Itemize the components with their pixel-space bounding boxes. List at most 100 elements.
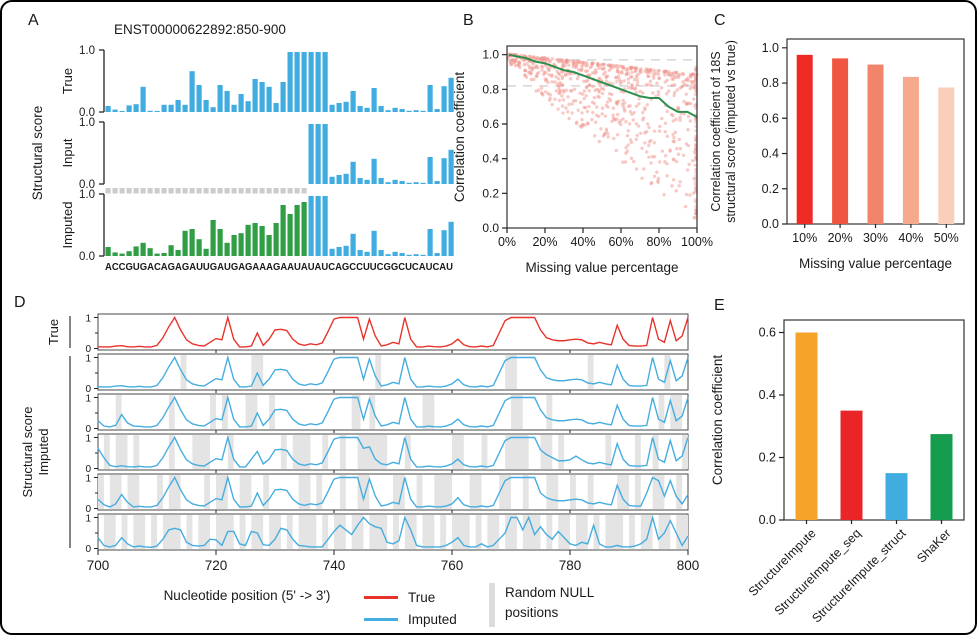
b-plot xyxy=(506,45,699,229)
b-axes: 1.0 0.8 0.6 0.4 0.2 0.00% 20% 40% 60% 80% 100%Miss… xyxy=(452,48,713,275)
svg-text:40%: 40% xyxy=(898,231,923,245)
d-track-5-imputed: 10 xyxy=(85,513,689,555)
svg-text:Imputed: Imputed xyxy=(60,202,75,249)
svg-text:1: 1 xyxy=(85,394,91,405)
svg-text:0.0: 0.0 xyxy=(759,513,776,527)
d-null-bands xyxy=(103,435,688,469)
d-track-3-imputed: 10 xyxy=(85,433,689,475)
svg-text:20%: 20% xyxy=(828,231,853,245)
svg-text:0.2: 0.2 xyxy=(762,182,779,196)
svg-text:0: 0 xyxy=(85,344,91,355)
d-null-bands xyxy=(103,515,688,549)
svg-text:700: 700 xyxy=(87,558,110,573)
svg-text:True: True xyxy=(46,319,61,345)
panel-c-label: C xyxy=(714,12,726,29)
legend-true-row: True xyxy=(364,586,457,608)
svg-text:0: 0 xyxy=(85,544,91,555)
panel-d-null-legend: Random NULL positions xyxy=(489,583,630,627)
svg-text:1.0: 1.0 xyxy=(482,48,499,62)
svg-text:740: 740 xyxy=(323,558,346,573)
legend-imputed-row: Imputed xyxy=(364,608,457,630)
svg-text:0.2: 0.2 xyxy=(482,186,499,200)
c-bars xyxy=(796,54,955,224)
panel-c-chart: 1.0 0.8 0.6 0.4 0.2 0.0 10% 20% 30% 40% 50% Missing… xyxy=(709,38,965,271)
d-line xyxy=(97,514,689,548)
e-axes: 0.60.40.20.0StructureImputeStructureImpu… xyxy=(710,326,954,626)
svg-text:Correlation coefficient of 18S: Correlation coefficient of 18S xyxy=(709,51,723,211)
e-plot xyxy=(783,319,965,521)
svg-text:10%: 10% xyxy=(792,231,817,245)
null-positions-swatch xyxy=(489,583,495,627)
svg-text:0.8: 0.8 xyxy=(762,76,779,90)
svg-text:100%: 100% xyxy=(681,235,713,249)
legend-null-label: Random NULL positions xyxy=(505,585,594,621)
svg-text:structural score (imputed vs t: structural score (imputed vs true) xyxy=(724,40,738,223)
svg-text:0.0: 0.0 xyxy=(762,217,779,231)
c-plot xyxy=(786,38,965,225)
panel-a-title: ENST00000622892:850-900 xyxy=(114,22,286,37)
d-axes: 700 720 740 760 780 800 Nucleotide position (5… xyxy=(20,316,699,603)
d-line xyxy=(97,474,689,508)
svg-text:Missing value percentage: Missing value percentage xyxy=(525,260,678,275)
svg-text:20%: 20% xyxy=(532,235,557,249)
svg-text:Missing value percentage: Missing value percentage xyxy=(799,256,952,271)
d-null-bands xyxy=(115,395,683,429)
svg-text:1.0: 1.0 xyxy=(79,189,95,201)
svg-text:0.6: 0.6 xyxy=(759,326,776,340)
svg-text:1.0: 1.0 xyxy=(762,41,779,55)
svg-text:1: 1 xyxy=(85,314,91,325)
d-line xyxy=(97,354,689,388)
svg-text:0: 0 xyxy=(85,424,91,435)
svg-text:780: 780 xyxy=(559,558,582,573)
svg-text:Input: Input xyxy=(60,138,75,167)
svg-text:Imputed: Imputed xyxy=(36,429,51,476)
svg-text:0.6: 0.6 xyxy=(762,111,779,125)
svg-text:0.2: 0.2 xyxy=(759,451,776,465)
svg-text:720: 720 xyxy=(205,558,228,573)
c-axes: 1.0 0.8 0.6 0.4 0.2 0.0 10% 20% 30% 40% 50% Missing… xyxy=(709,40,959,271)
svg-text:0%: 0% xyxy=(498,235,516,249)
svg-text:30%: 30% xyxy=(863,231,888,245)
svg-text:StructureImpute_struct: StructureImpute_struct xyxy=(809,526,909,626)
svg-text:0: 0 xyxy=(85,504,91,515)
svg-text:1: 1 xyxy=(85,474,91,485)
legend-true-label: True xyxy=(408,589,436,605)
svg-text:1: 1 xyxy=(85,434,91,445)
svg-text:Correlation coefficient: Correlation coefficient xyxy=(452,72,467,203)
svg-text:60%: 60% xyxy=(608,235,633,249)
a-track-imputed: 1.0 0.0 Imputed xyxy=(60,189,454,263)
svg-text:0: 0 xyxy=(85,464,91,475)
svg-text:0.4: 0.4 xyxy=(482,152,499,166)
svg-text:1: 1 xyxy=(85,514,91,525)
panel-e-label: E xyxy=(714,297,725,314)
panel-a-chart: 1.00.0True1.00.0Input1.00.0ImputedStruct… xyxy=(30,45,454,273)
svg-text:80%: 80% xyxy=(646,235,671,249)
svg-text:760: 760 xyxy=(441,558,464,573)
svg-text:50%: 50% xyxy=(934,231,959,245)
svg-text:ShaKer: ShaKer xyxy=(914,526,953,565)
e-bars xyxy=(795,332,953,520)
d-track-4-imputed: 10 xyxy=(85,473,689,515)
svg-text:0.4: 0.4 xyxy=(759,388,776,402)
svg-text:Structural score: Structural score xyxy=(30,106,45,201)
svg-text:0.0: 0.0 xyxy=(482,221,499,235)
legend-imputed-label: Imputed xyxy=(408,611,457,627)
a-track-true: 1.0 0.0 True xyxy=(60,45,454,119)
b-trend-line xyxy=(508,53,698,118)
d-line xyxy=(97,434,689,468)
a-tracks: 1.00.0True1.00.0Input1.00.0ImputedStruct… xyxy=(30,45,454,273)
panel-b-label: B xyxy=(463,12,474,29)
svg-text:1: 1 xyxy=(85,354,91,365)
svg-text:0.0: 0.0 xyxy=(79,251,95,263)
svg-text:0.0: 0.0 xyxy=(79,107,95,119)
d-track-2-imputed: 10 xyxy=(85,393,689,435)
a-track-input: 1.0 0.0 Input xyxy=(60,117,454,194)
svg-text:Correlation coefficient: Correlation coefficient xyxy=(710,355,725,486)
true-line-swatch xyxy=(364,595,398,599)
svg-text:800: 800 xyxy=(677,558,700,573)
svg-text:1.0: 1.0 xyxy=(79,45,95,57)
d-line xyxy=(97,394,689,428)
